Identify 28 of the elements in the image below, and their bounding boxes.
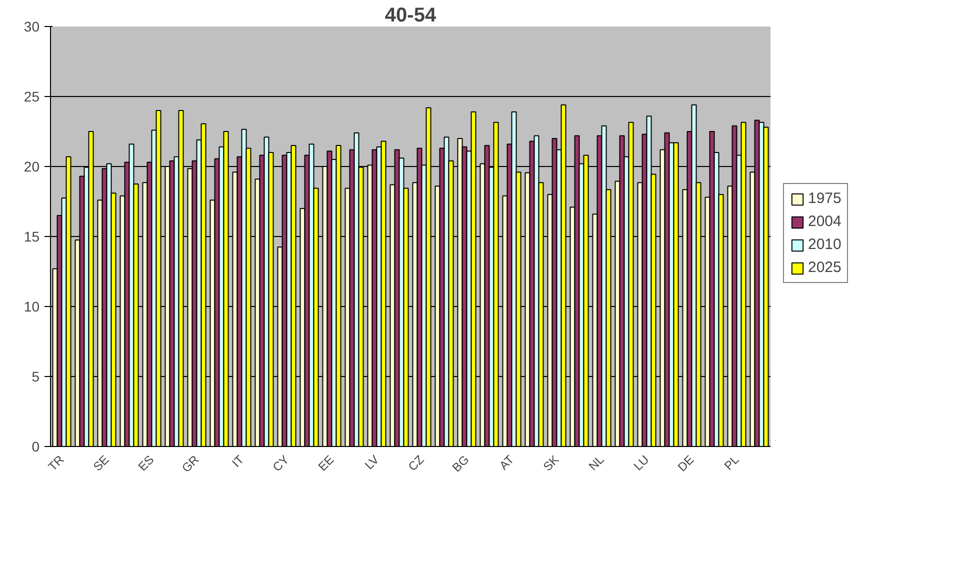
y-tick-label: 0 (32, 438, 40, 454)
y-tick-label: 30 (24, 18, 40, 34)
legend-label: 2010 (808, 236, 842, 253)
x-tick-label: LU (630, 452, 652, 474)
x-tick-label: AT (496, 452, 518, 473)
x-tick-label: CZ (405, 452, 427, 474)
chart-title: 40-54 (384, 4, 437, 26)
x-tick-label: CY (270, 452, 292, 474)
x-tick-label: TR (45, 452, 67, 474)
y-tick-label: 25 (24, 88, 40, 104)
x-tick-label: SE (90, 452, 112, 474)
legend-label: 2025 (808, 259, 842, 276)
legend-label: 1975 (808, 190, 842, 207)
y-tick-label: 20 (24, 158, 40, 174)
x-tick-label: PL (721, 452, 742, 473)
y-tick-label: 15 (24, 228, 40, 244)
legend-label: 2004 (808, 213, 842, 230)
x-tick-label: NL (586, 452, 607, 474)
x-tick-label: EE (315, 452, 337, 474)
x-tick-label: IT (229, 452, 248, 470)
x-tick-label: ES (135, 452, 157, 474)
x-tick-label: BG (450, 452, 472, 475)
x-tick-label: LV (362, 452, 382, 472)
x-tick-label: DE (675, 452, 697, 474)
x-tick-label: SK (540, 452, 562, 474)
y-tick-label: 10 (24, 298, 40, 314)
x-tick-label: GR (179, 452, 202, 476)
y-tick-label: 5 (32, 368, 40, 384)
